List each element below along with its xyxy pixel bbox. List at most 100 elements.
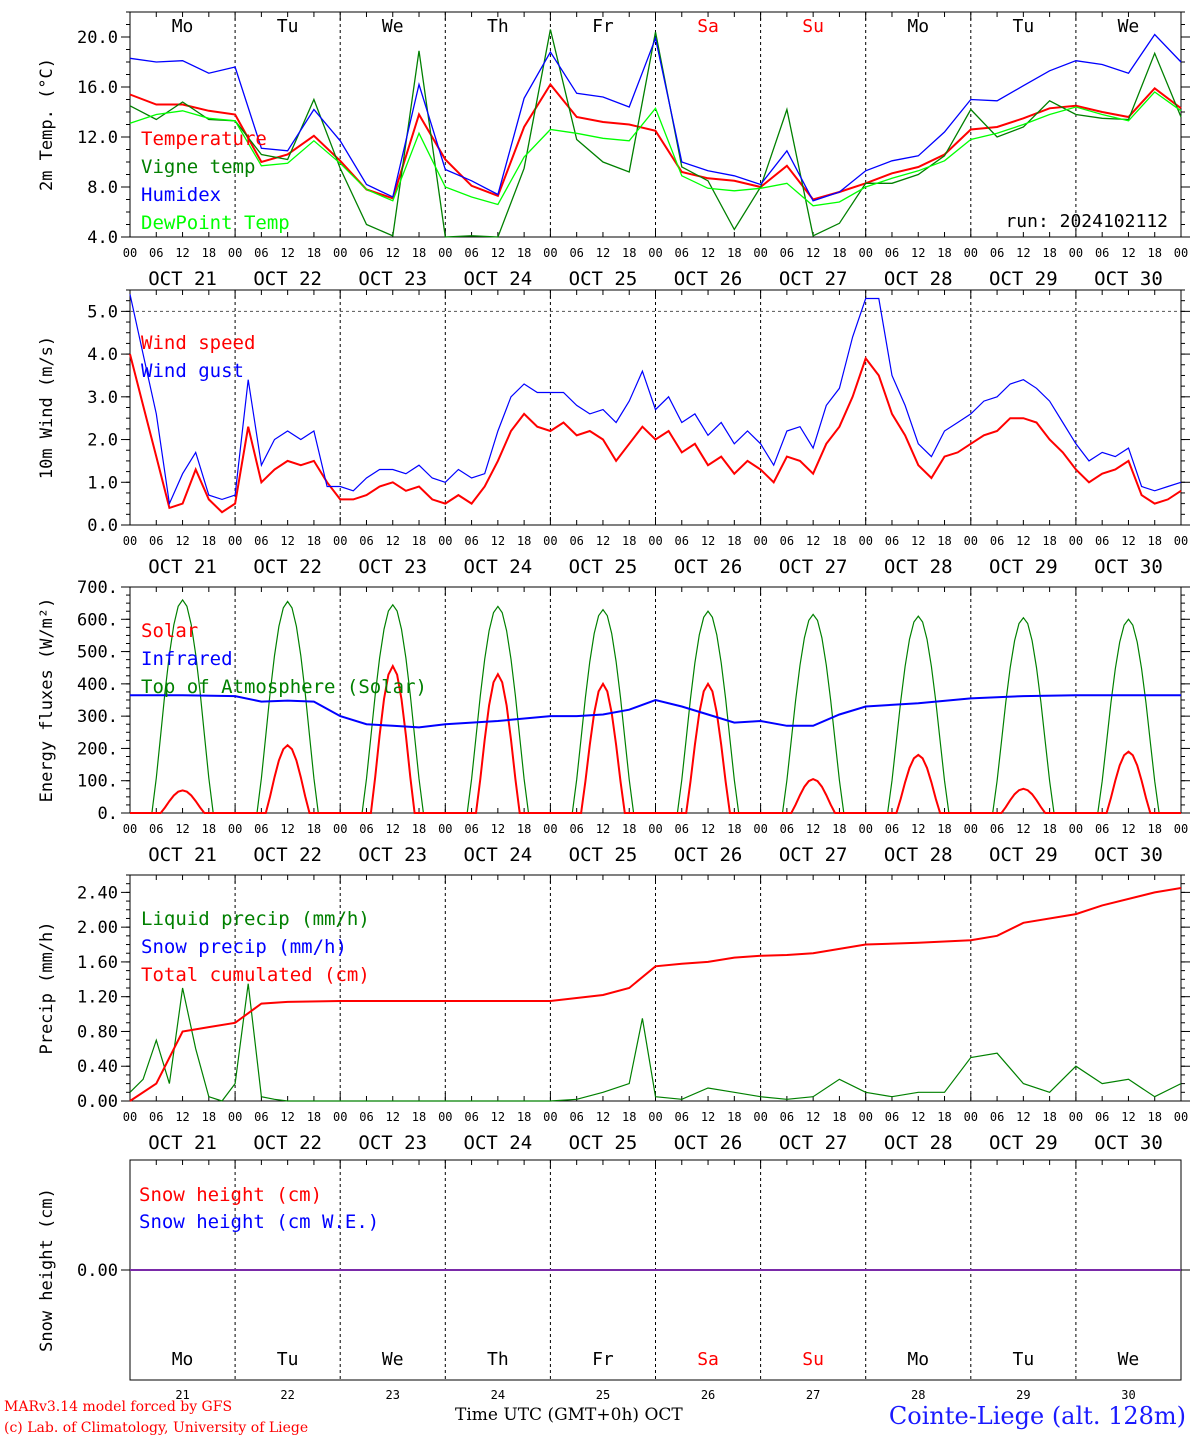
legend-entry: DewPoint Temp [141,212,290,234]
date-label: OCT 24 [464,556,533,578]
date-label: OCT 28 [884,268,953,290]
hour-label: 12 [596,822,610,836]
hour-label: 18 [832,246,846,260]
panel-4: 0.00 0.40 0.80 1.20 1.60 2.00 2.40 Precip (mm/h… [37,874,1190,1112]
station-name: Cointe-Liege (alt. 128m) [888,1402,1186,1430]
panel-5: 0.00 Snow height (cm) Mo 21 Tu 22 We 23 Th 24 Fr 25… [37,1159,1190,1402]
series-line [129,33,1182,202]
hour-label: 18 [517,534,531,548]
date-label: OCT 25 [569,1132,638,1154]
hour-label: 06 [359,1110,373,1124]
hour-label: 00 [333,822,347,836]
day-name: Fr [592,1349,614,1370]
hour-label: 12 [280,822,294,836]
hour-label: 12 [1121,246,1135,260]
y-tick-label: 16.0 [77,78,118,98]
date-label: OCT 29 [989,268,1058,290]
y-tick-label: 400. [77,675,118,695]
x-axis-labels-2: 00 06 12 18 00 06 12 18 00 06 12 18 00 06 12 18 00 06 12 18… [123,534,1188,578]
hour-label: 18 [412,534,426,548]
hour-label: 06 [1095,822,1109,836]
hour-label: 18 [1042,822,1056,836]
date-label: OCT 22 [253,1132,322,1154]
hour-label: 18 [412,246,426,260]
hour-label: 06 [149,1110,163,1124]
y-tick-label: 1.60 [77,953,118,973]
hour-label: 12 [280,534,294,548]
panel-2: 0.0 1.0 2.0 3.0 4.0 5.0 10m Wind (m/s) [37,289,1190,536]
date-label: OCT 23 [358,844,427,866]
hour-label: 12 [911,822,925,836]
date-number: 24 [491,1388,505,1402]
hour-label: 12 [386,822,400,836]
day-name: Su [802,1349,824,1370]
series-line [129,91,1182,207]
y-tick-label: 0.0 [87,516,118,536]
hour-label: 18 [1042,534,1056,548]
legend-3: Solar Infrared Top of Atmosphere (Solar) [141,620,427,698]
date-label: OCT 27 [779,556,848,578]
legend-entry: Snow height (cm W.E.) [139,1211,379,1233]
hour-label: 06 [885,534,899,548]
hour-label: 06 [990,246,1004,260]
hour-label: 06 [569,1110,583,1124]
hour-label: 18 [937,246,951,260]
hour-label: 00 [1174,246,1188,260]
hour-label: 00 [964,246,978,260]
hour-label: 18 [412,1110,426,1124]
hour-label: 12 [806,246,820,260]
hour-label: 12 [491,822,505,836]
hour-label: 06 [885,246,899,260]
legend-entry: Wind speed [141,332,255,354]
hour-label: 06 [464,246,478,260]
hour-label: 00 [438,246,452,260]
date-label: OCT 25 [569,844,638,866]
hour-label: 12 [1121,1110,1135,1124]
day-name: We [1118,16,1140,37]
date-label: OCT 29 [989,844,1058,866]
hour-label: 12 [806,534,820,548]
y-tick-label: 500. [77,643,118,663]
y-tick-label: 0.00 [77,1092,118,1112]
y-axis-label: 2m Temp. (°C) [37,58,57,191]
y-tick-label: 0.40 [77,1057,118,1077]
hour-label: 12 [701,246,715,260]
date-number: 26 [701,1388,715,1402]
hour-label: 18 [832,534,846,548]
day-name: Su [802,16,824,37]
hour-label: 06 [675,246,689,260]
day-name: We [382,1349,404,1370]
hour-label: 18 [1042,246,1056,260]
hour-label: 12 [596,1110,610,1124]
series-line [129,294,1182,506]
date-label: OCT 26 [674,268,743,290]
hour-label: 06 [1095,534,1109,548]
hour-label: 18 [832,822,846,836]
hour-label: 00 [543,1110,557,1124]
y-tick-label: 0. [98,804,118,824]
y-axis-label: Energy fluxes (W/m²) [37,598,57,803]
hour-label: 12 [386,246,400,260]
hour-label: 18 [727,534,741,548]
date-label: OCT 30 [1094,844,1163,866]
y-tick-label: 5.0 [87,302,118,322]
date-label: OCT 21 [148,556,217,578]
hour-label: 00 [333,534,347,548]
hour-label: 12 [1121,534,1135,548]
y-tick-label: 300. [77,707,118,727]
legend-entry: Top of Atmosphere (Solar) [141,676,427,698]
hour-label: 18 [307,1110,321,1124]
hour-label: 00 [1069,822,1083,836]
hour-label: 06 [569,822,583,836]
hour-label: 06 [675,534,689,548]
day-name: Mo [907,16,929,37]
model-credit: MARv3.14 model forced by GFS [4,1399,233,1415]
hour-label: 00 [753,822,767,836]
hour-label: 00 [333,1110,347,1124]
hour-label: 12 [806,822,820,836]
hour-label: 12 [175,534,189,548]
hour-label: 18 [622,534,636,548]
hour-label: 00 [123,822,137,836]
y-tick-label: 4.0 [87,345,118,365]
hour-label: 00 [1069,246,1083,260]
